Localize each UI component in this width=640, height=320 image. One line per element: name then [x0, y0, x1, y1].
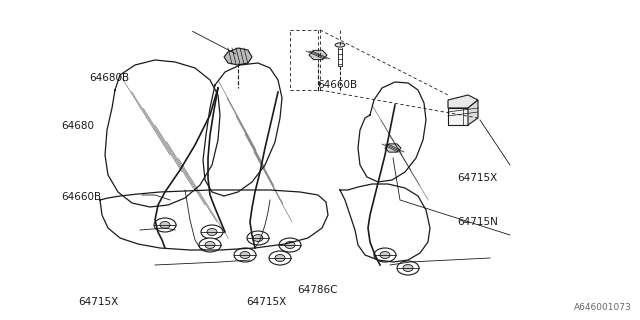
- Text: 64660B: 64660B: [61, 192, 101, 202]
- Ellipse shape: [285, 242, 295, 249]
- Ellipse shape: [380, 252, 390, 259]
- Ellipse shape: [269, 251, 291, 265]
- Ellipse shape: [207, 228, 217, 236]
- Ellipse shape: [374, 248, 396, 262]
- Ellipse shape: [275, 254, 285, 261]
- Text: 64680: 64680: [61, 121, 94, 132]
- Text: A646001073: A646001073: [574, 303, 632, 312]
- Ellipse shape: [154, 218, 176, 232]
- Polygon shape: [385, 144, 401, 152]
- Ellipse shape: [234, 248, 256, 262]
- Ellipse shape: [205, 242, 215, 249]
- Text: 64715N: 64715N: [458, 217, 499, 228]
- Ellipse shape: [403, 265, 413, 271]
- Ellipse shape: [253, 235, 263, 242]
- Text: 64715X: 64715X: [246, 297, 287, 308]
- Polygon shape: [309, 50, 327, 60]
- Ellipse shape: [199, 238, 221, 252]
- Ellipse shape: [201, 225, 223, 239]
- Ellipse shape: [279, 238, 301, 252]
- Polygon shape: [468, 100, 478, 125]
- Ellipse shape: [240, 252, 250, 259]
- Polygon shape: [448, 108, 468, 125]
- Text: 64680B: 64680B: [90, 73, 130, 84]
- Text: 64786C: 64786C: [298, 284, 338, 295]
- Text: 64660B: 64660B: [317, 80, 357, 90]
- Ellipse shape: [397, 261, 419, 275]
- Text: 64715X: 64715X: [78, 297, 118, 308]
- Polygon shape: [224, 48, 252, 65]
- Ellipse shape: [335, 43, 345, 47]
- Text: 64715X: 64715X: [458, 172, 498, 183]
- Ellipse shape: [247, 231, 269, 245]
- Polygon shape: [448, 95, 478, 108]
- Ellipse shape: [160, 221, 170, 228]
